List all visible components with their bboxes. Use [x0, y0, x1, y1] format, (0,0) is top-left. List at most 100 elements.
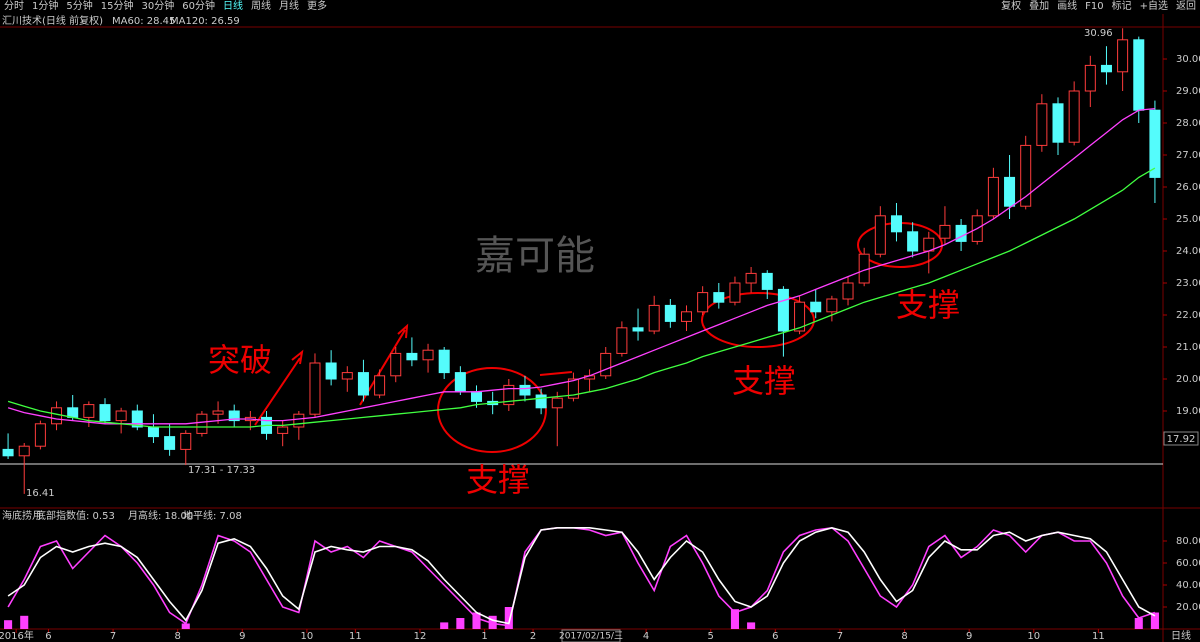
candle-body — [212, 410, 224, 415]
bar — [472, 612, 481, 629]
candle-body — [535, 394, 547, 409]
watermark: 嘉可能 — [475, 233, 595, 279]
candle-body — [357, 372, 369, 396]
toolbar-item[interactable]: 周线 — [250, 1, 271, 12]
toolbar-item[interactable]: 15分钟 — [100, 1, 134, 12]
candle-body — [277, 426, 289, 434]
candle-body — [309, 362, 321, 415]
y-tick-label: 28.00 — [1176, 118, 1200, 129]
candle-body — [632, 327, 644, 332]
candle-body — [422, 349, 434, 361]
x-tick-label: 1 — [481, 631, 487, 642]
candle-body — [503, 384, 515, 406]
toolbar-item[interactable]: 月线 — [278, 1, 299, 12]
candle-body — [680, 311, 693, 322]
ma-line — [7, 107, 1155, 425]
candle-body — [454, 372, 466, 393]
candle-body — [374, 375, 386, 396]
x-tick-label: 10 — [1027, 631, 1040, 642]
y-tick-label: 40.00 — [1176, 580, 1200, 591]
candle-body — [1052, 103, 1064, 143]
bar — [20, 615, 29, 629]
cursor-box — [561, 629, 621, 642]
legend-item: 月高线: 18.00 — [128, 509, 193, 522]
price-label: 17.92 — [1167, 434, 1196, 445]
bar — [747, 622, 756, 629]
toolbar-item[interactable]: 60分钟 — [182, 1, 215, 12]
candle-body — [939, 224, 951, 239]
annotation: 16.41 — [26, 488, 55, 499]
candle-body — [1020, 144, 1032, 207]
annotation: 支撑 — [466, 461, 530, 499]
toolbar-right: 复权 叠加 画线 F10 标记 +自选 返回 — [997, 0, 1200, 14]
toolbar-item[interactable]: +自选 — [1139, 1, 1168, 12]
x-tick-label: 9 — [239, 631, 245, 642]
candle-body — [51, 407, 63, 425]
bar — [1134, 618, 1143, 629]
toolbar-item[interactable]: F10 — [1085, 1, 1104, 12]
bar — [488, 615, 497, 629]
candle-body — [600, 352, 612, 377]
candle-body — [987, 176, 999, 217]
x-tick-label: 10 — [301, 631, 314, 642]
candle-body — [1068, 90, 1080, 143]
x-tick-label: 4 — [643, 631, 649, 642]
x-tick-label: 6 — [772, 631, 778, 642]
candle-body — [2, 448, 14, 457]
annotation: 突破 — [208, 341, 272, 379]
y-tick-label: 30.00 — [1176, 54, 1200, 65]
toolbar-item[interactable]: 叠加 — [1029, 1, 1050, 12]
toolbar-item[interactable]: 返回 — [1176, 1, 1196, 12]
candle-body — [519, 384, 531, 396]
toolbar-item[interactable]: 标记 — [1111, 1, 1132, 12]
x-tick-label: 5 — [708, 631, 714, 642]
toolbar-item[interactable]: 日线 — [222, 1, 243, 12]
annotation: 17.31 - 17.33 — [188, 465, 255, 476]
candle-body — [470, 391, 483, 402]
annotation: 30.96 — [1084, 28, 1113, 39]
x-tick-label: 6 — [45, 631, 51, 642]
toolbar-item[interactable]: 分时 — [4, 1, 24, 12]
bg — [0, 14, 1200, 642]
y-tick-label: 23.00 — [1176, 278, 1200, 289]
legend-item: 地平线: 7.08 — [183, 509, 242, 522]
y-tick-label: 26.00 — [1176, 182, 1200, 193]
candle-body — [115, 410, 127, 422]
toolbar-item[interactable]: 1分钟 — [32, 1, 59, 12]
candle-body — [67, 407, 79, 418]
toolbar-item[interactable]: 5分钟 — [66, 1, 93, 12]
legend-item: 底部指数值: 0.53 — [36, 509, 115, 522]
toolbar: 分时 1分钟 5分钟 15分钟 30分钟 60分钟 日线 周线 月线 更多 复权 叠加 画线 F10 标记… — [0, 0, 1200, 14]
bar — [440, 622, 449, 629]
toolbar-item[interactable]: 画线 — [1057, 1, 1078, 12]
x-tick-label: 11 — [349, 631, 362, 642]
x-tick-label: 11 — [1092, 631, 1105, 642]
candle-body — [648, 304, 660, 332]
candle-body — [325, 362, 337, 380]
cursor-label: 2017/02/15/三 — [559, 632, 623, 642]
candle-body — [890, 215, 902, 233]
bottom-tab[interactable]: 日线 — [1171, 629, 1191, 642]
x-tick-label: 7 — [837, 631, 843, 642]
candle-body — [1149, 109, 1161, 178]
toolbar-item[interactable]: 30分钟 — [141, 1, 175, 12]
candle-body — [697, 292, 709, 313]
y-tick-label: 19.00 — [1176, 406, 1200, 417]
candle-body — [761, 272, 773, 290]
bar — [1150, 612, 1159, 629]
bar — [456, 618, 465, 629]
candle-body — [390, 352, 402, 377]
toolbar-item[interactable]: 复权 — [1001, 1, 1022, 12]
candle-body — [293, 413, 305, 428]
y-tick-label: 29.00 — [1176, 86, 1200, 97]
drawings — [254, 222, 943, 453]
toolbar-item[interactable]: 更多 — [306, 1, 327, 12]
candle-body — [1004, 176, 1016, 207]
y-tick-label: 80.00 — [1176, 536, 1200, 547]
candle-body — [406, 352, 418, 361]
candle-body — [713, 292, 725, 303]
x-tick-label: 7 — [110, 631, 116, 642]
ma-line — [7, 167, 1156, 428]
legend-item: MA60: 28.45 — [112, 16, 175, 27]
